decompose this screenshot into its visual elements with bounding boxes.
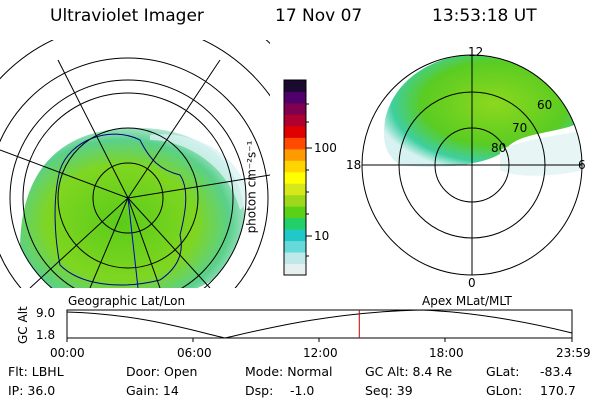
timeline-xtick-1: 06:00: [177, 346, 212, 360]
colorbar-step: [284, 194, 306, 207]
ip-label: IP: 36.0: [8, 383, 56, 398]
colorbar-step: [284, 102, 306, 115]
timeline-xtick-0: 00:00: [50, 346, 85, 360]
glon-value: 170.7: [540, 383, 576, 398]
mode-label: Mode: Normal: [245, 364, 333, 379]
colorbar-step: [284, 252, 306, 265]
coastline: [54, 133, 187, 286]
colorbar-step: [284, 217, 306, 230]
date-label: 17 Nov 07: [275, 6, 363, 26]
glon-label: GLon:: [486, 383, 523, 398]
colorbar-step: [284, 137, 306, 150]
door-label: Door: Open: [126, 364, 198, 379]
glat-label: GLat:: [486, 364, 520, 379]
emission-region: [20, 127, 246, 288]
colorbar-step: [284, 171, 306, 184]
seq-label: Seq: 39: [365, 383, 413, 398]
altitude-curve: [66, 309, 573, 339]
mlat-label-80: 80: [491, 141, 507, 155]
dsp-value: -1.0: [290, 383, 315, 398]
mlt-label-18: 18: [346, 158, 362, 172]
gain-label: Gain: 14: [126, 383, 179, 398]
mlt-label-12: 12: [468, 45, 484, 59]
dsp-label: Dsp:: [245, 383, 274, 398]
timeline-ytick-top: 9.0: [36, 306, 56, 320]
colorbar-step: [284, 206, 306, 219]
colorbar-step: [284, 148, 306, 161]
colorbar-tick-10: 10: [314, 229, 330, 243]
instrument-title: Ultraviolet Imager: [50, 6, 204, 26]
geographic-label: Geographic Lat/Lon: [68, 294, 186, 308]
glat-value: -83.4: [540, 364, 573, 379]
colorbar-step: [284, 80, 306, 92]
colorbar-step: [284, 125, 306, 138]
timeline-ytick-bottom: 1.8: [36, 328, 56, 342]
colorbar-step: [284, 91, 306, 104]
timeline-xtick-4: 23:59: [556, 346, 591, 360]
timeline-xtick-3: 18:00: [429, 346, 464, 360]
mlt-label-0: 0: [468, 276, 476, 290]
colorbar-step: [284, 160, 306, 173]
time-label: 13:53:18 UT: [432, 6, 537, 26]
mlat-label-70: 70: [512, 121, 528, 135]
mlat-label-60: 60: [537, 98, 553, 112]
timeline-xtick-2: 12:00: [303, 346, 338, 360]
mlt-label-6: 6: [578, 158, 586, 172]
colorbar-step: [284, 229, 306, 242]
colorbar-step: [284, 114, 306, 127]
gc-alt-label: GC Alt: 8.4 Re: [365, 364, 453, 379]
emission-region: [383, 55, 582, 167]
apex-label: Apex MLat/MLT: [422, 294, 512, 308]
timeline-ylabel: GC Alt: [16, 306, 30, 344]
colorbar-step: [284, 240, 306, 253]
filter-label: Flt: LBHL: [8, 364, 64, 379]
colorbar-step: [284, 263, 306, 276]
colorbar-tick-100: 100: [314, 141, 337, 155]
colorbar-step: [284, 183, 306, 196]
